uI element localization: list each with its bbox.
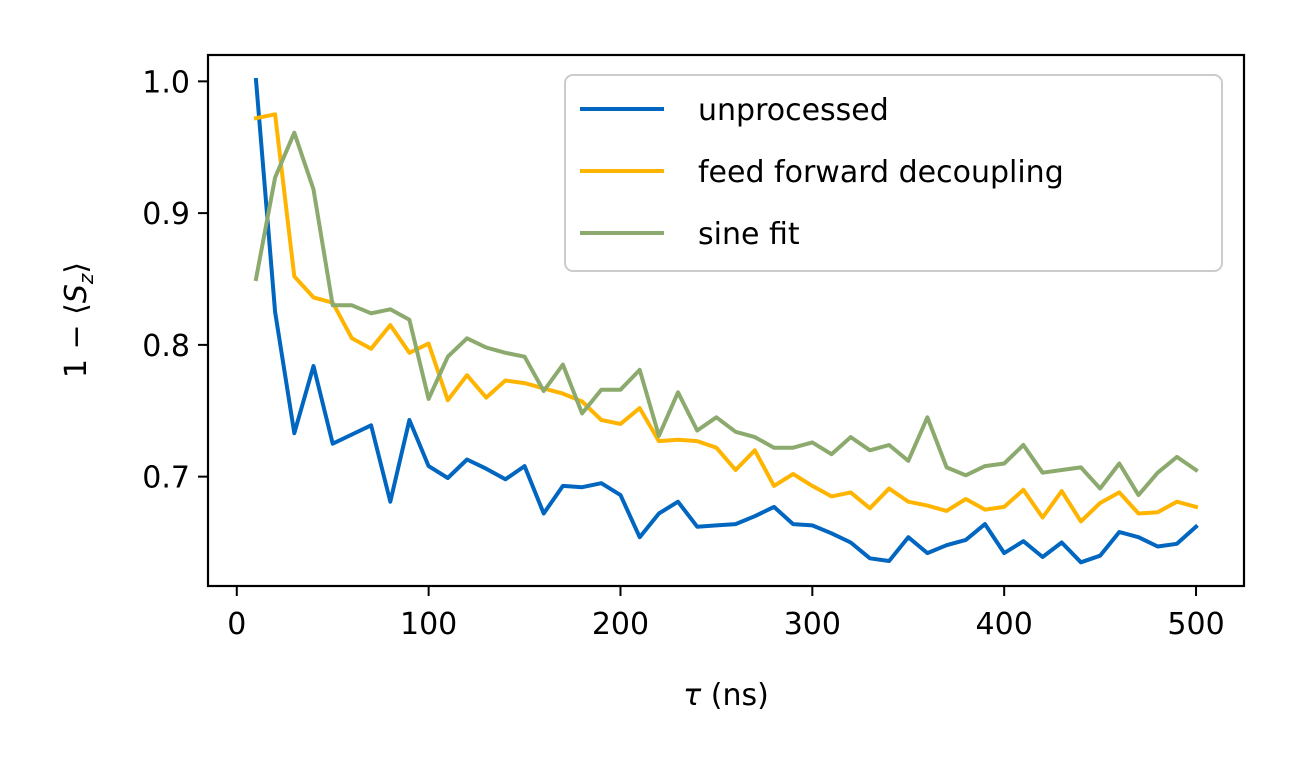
x-axis: 0 100 200 300 400 500 <box>227 586 1225 642</box>
x-tick-label: 500 <box>1167 607 1224 642</box>
axes-frame <box>206 53 1246 588</box>
y-tick-label: 0.8 <box>142 329 190 364</box>
y-tick-label: 0.9 <box>142 197 190 232</box>
legend-label: sine fit <box>698 217 800 252</box>
x-tick-label: 200 <box>592 607 649 642</box>
legend-label: feed forward decoupling <box>698 155 1064 190</box>
legend: unprocessed feed forward decoupling sine f… <box>564 74 1223 272</box>
x-axis-label: τ (ns) <box>683 678 769 713</box>
legend-label: unprocessed <box>698 93 889 128</box>
y-tick-label: 0.7 <box>142 461 190 496</box>
series-line-2 <box>253 112 1199 524</box>
x-tick-label: 300 <box>784 607 841 642</box>
y-axis-label: 1 − ⟨Sz⟩ <box>59 262 98 378</box>
legend-entries: unprocessed feed forward decoupling sine f… <box>580 93 1064 252</box>
y-tick-label: 1.0 <box>142 65 190 100</box>
series-line-1 <box>253 77 1199 565</box>
x-tick-label: 400 <box>976 607 1033 642</box>
legend-box <box>564 74 1223 272</box>
x-tick-label: 0 <box>227 607 246 642</box>
plot-area <box>253 77 1199 565</box>
y-axis: 0.7 0.8 0.9 1.0 <box>142 65 208 496</box>
series-line-3 <box>253 130 1199 498</box>
x-tick-label: 100 <box>400 607 457 642</box>
